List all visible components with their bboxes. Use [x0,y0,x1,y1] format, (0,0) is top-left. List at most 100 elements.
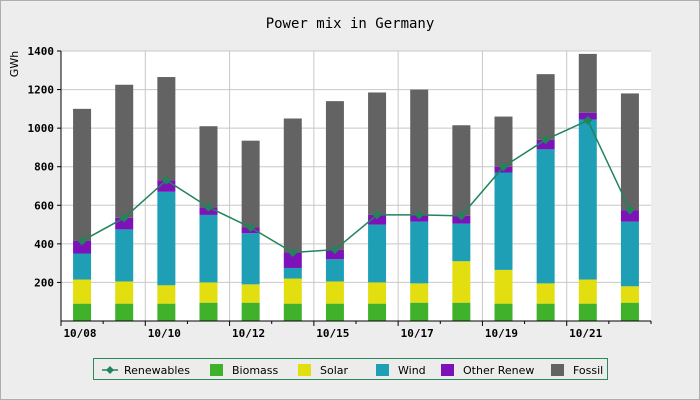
bar-fossil [283,118,302,253]
renewables-point [372,210,382,220]
bar-fossil [368,92,387,215]
y-tick-label: 1000 [28,122,55,135]
x-tick-label: 10/08 [63,327,96,340]
legend-label-renewables: Renewables [124,364,190,377]
bar-biomass [620,302,639,321]
bar-biomass [115,303,134,321]
renewables-point [204,202,213,212]
bar-wind [536,149,555,284]
bar-biomass [536,303,555,321]
bar-other-renew [73,240,92,254]
bar-wind [452,223,471,262]
y-tick-label: 1400 [28,45,55,58]
renewables-point [625,205,635,215]
bar-wind [368,224,387,283]
renewables-point [583,115,593,125]
bar-biomass [283,303,302,321]
bar-solar [578,279,597,304]
bar-fossil [115,84,134,218]
legend-swatch-solar [298,364,311,376]
bar-solar [620,286,639,303]
bar-fossil [73,108,92,241]
y-tick-label: 600 [34,199,54,212]
bar-biomass [578,303,597,321]
renewables-point [414,210,424,220]
legend: Renewables Biomass Solar Wind Other Renew Fos… [93,358,608,380]
bar-fossil [452,125,471,216]
bar-wind [620,221,639,287]
bar-wind [199,214,218,283]
bar-wind [494,172,513,270]
chart-title: Power mix in Germany [266,16,435,32]
x-tick-label: 10/17 [401,327,434,340]
x-tick-label: 10/12 [232,327,265,340]
x-tick-label: 10/10 [148,327,181,340]
y-tick-label: 400 [34,238,54,251]
renewables-point [456,211,466,221]
legend-label-other-renew: Other Renew [463,364,534,377]
bar-other-renew [368,214,387,225]
bar-wind [241,233,260,285]
bar-solar [157,285,176,304]
y-tick-label: 800 [34,161,54,174]
renewables-point [161,175,171,185]
bar-other-renew [536,139,555,150]
bar-solar [73,279,92,304]
legend-swatch-wind [376,364,389,376]
bar-biomass [73,303,92,321]
bar-solar [368,282,387,304]
renewables-point [77,236,87,246]
renewables-point [499,162,508,172]
bar-fossil [157,77,176,181]
legend-label-wind: Wind [398,364,426,377]
legend-marker-renewables [106,366,114,374]
bar-wind [325,259,344,282]
plot-area [61,51,651,321]
bar-biomass [157,303,176,321]
bar-solar [452,261,471,303]
bar-fossil [620,93,639,211]
legend-swatch-fossil [551,364,564,376]
renewables-point [288,248,298,258]
bar-solar [536,283,555,304]
bar-fossil [578,53,597,113]
bar-biomass [199,302,218,321]
bar-solar [283,278,302,304]
legend-label-fossil: Fossil [573,364,603,377]
bar-wind [73,253,92,280]
renewables-point [541,135,551,145]
bar-other-renew [620,210,639,222]
legend-label-biomass: Biomass [232,364,279,377]
renewables-series-line [81,119,631,254]
axes: 200 400 600 800 1000 1200 1400 10/08 10/10 10/12 1… [28,45,652,340]
bar-other-renew [325,249,344,260]
bar-fossil [536,74,555,140]
bar-other-renew [283,252,302,268]
x-tick-label: 10/19 [485,327,518,340]
bar-fossil [199,126,218,208]
bar-solar [494,269,513,304]
bar-wind [157,191,176,286]
bar-solar [199,282,218,303]
bar-other-renew [115,217,134,230]
bar-wind [115,229,134,282]
bar-wind [283,267,302,279]
bar-solar [325,281,344,304]
y-tick-label: 1200 [28,84,55,97]
legend-label-solar: Solar [320,364,349,377]
bar-biomass [410,302,429,321]
stacked-bars [73,53,639,321]
bar-biomass [325,303,344,321]
bar-fossil [325,101,344,250]
bar-biomass [452,302,471,321]
renewables-point [330,245,340,255]
legend-swatch-other-renew [441,364,454,376]
bar-biomass [494,303,513,321]
bar-solar [410,283,429,303]
bar-wind [578,119,597,280]
bar-fossil [410,89,429,215]
bar-fossil [494,116,513,167]
renewables-point [119,213,129,223]
x-tick-label: 10/15 [316,327,349,340]
